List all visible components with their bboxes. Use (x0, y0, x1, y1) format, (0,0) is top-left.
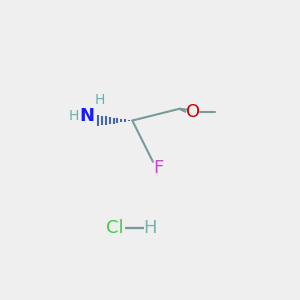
Text: H: H (95, 93, 105, 107)
Text: H: H (68, 109, 79, 123)
Text: Cl: Cl (106, 219, 124, 237)
Text: O: O (186, 103, 200, 121)
Text: N: N (79, 107, 94, 125)
Text: H: H (143, 219, 157, 237)
Text: F: F (154, 159, 164, 177)
